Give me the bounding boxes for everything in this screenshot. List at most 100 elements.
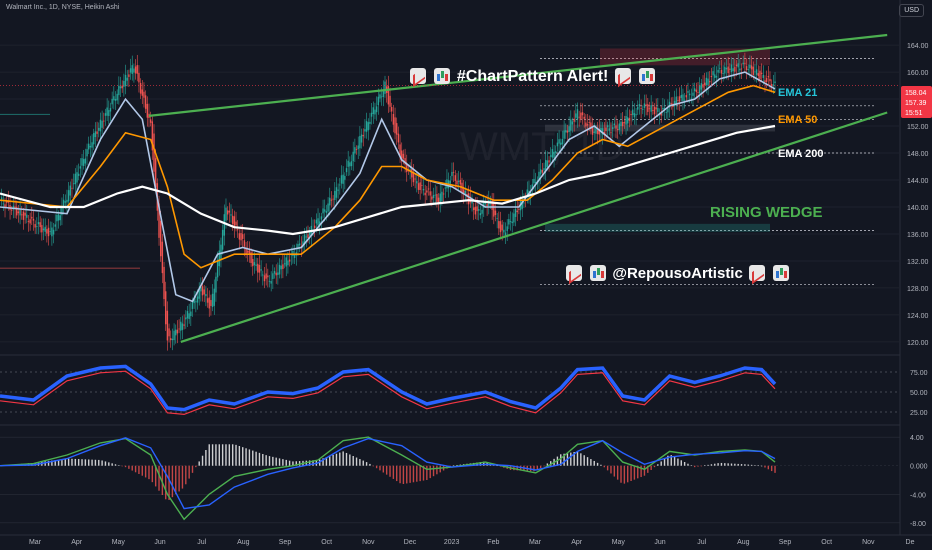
candle-body: [698, 85, 701, 94]
candle-body: [186, 311, 189, 319]
candle-body: [770, 84, 773, 88]
candle-body: [337, 189, 339, 191]
candle-body: [236, 229, 239, 231]
ema21-label: EMA 21: [778, 87, 817, 99]
candle-body: [595, 128, 597, 134]
macd-histogram-bar: [292, 461, 294, 466]
candle-body: [534, 181, 537, 184]
candle-body: [739, 68, 741, 71]
candle-body: [322, 208, 324, 214]
macd-histogram-bar: [44, 461, 46, 466]
candle-body: [596, 130, 599, 135]
macd-histogram-bar: [673, 456, 676, 466]
macd-histogram-bar: [379, 465, 381, 471]
series-ema-200: [0, 124, 776, 236]
macd-histogram-bar: [613, 465, 616, 477]
macd-histogram-bar: [633, 465, 636, 480]
candle-body: [637, 106, 639, 110]
x-tick-label: Jul: [697, 539, 706, 546]
candle-body: [116, 93, 118, 101]
macd-histogram-bar: [412, 465, 415, 483]
macd-histogram-bar: [416, 465, 418, 482]
candle-body: [673, 100, 676, 107]
candle-body: [29, 219, 31, 224]
candle-body: [714, 74, 716, 78]
macd-histogram-bar: [84, 459, 87, 466]
candle-body: [402, 153, 405, 159]
macd-histogram-bar: [339, 452, 341, 466]
candle-body: [324, 209, 326, 212]
macd-histogram-bar: [533, 465, 535, 472]
candle-body: [144, 95, 147, 109]
macd-histogram-bar: [737, 463, 739, 466]
x-tick-label: Mar: [529, 539, 542, 546]
macd-histogram-bar: [114, 464, 117, 466]
candle-body: [628, 118, 631, 121]
x-tick-label: Apr: [71, 539, 83, 546]
candle-body: [573, 118, 575, 122]
candle-body: [166, 310, 169, 341]
candle-body: [86, 149, 88, 157]
macd-histogram-bar: [242, 447, 244, 466]
candle-body: [745, 66, 748, 71]
macd-histogram-bar: [288, 460, 291, 466]
candle-body: [427, 188, 430, 190]
candle-body: [764, 80, 766, 83]
macd-histogram-bar: [298, 461, 301, 466]
candle-body: [235, 221, 237, 226]
candle-body: [575, 113, 577, 118]
candle-body: [591, 127, 594, 135]
macd-histogram-bar: [248, 449, 251, 466]
macd-histogram-bar: [98, 459, 100, 466]
macd-histogram-bar: [265, 455, 267, 466]
y-tick-label: 160.00: [907, 70, 929, 77]
candle-body: [364, 129, 366, 132]
macd-histogram-bar: [570, 452, 572, 466]
candle-body: [722, 73, 724, 74]
candle-body: [526, 189, 528, 196]
candle-body: [272, 273, 274, 280]
candle-body: [223, 214, 226, 236]
candle-body: [260, 269, 262, 271]
symbol-header[interactable]: Walmart Inc., 1D, NYSE, Heikin Ashi: [6, 4, 120, 11]
candle-body: [712, 71, 714, 76]
x-tick-label: Apr: [571, 539, 583, 546]
x-axis[interactable]: Mar Apr May Jun Jul Aug Sep Oct Nov Dec 2023 Feb Mar…: [29, 539, 915, 546]
candle-body: [387, 85, 390, 105]
candle-body: [543, 168, 545, 171]
candle-body: [538, 171, 540, 182]
candle-body: [498, 221, 500, 229]
macd-histogram-bar: [221, 444, 224, 466]
candle-body: [454, 175, 457, 181]
candle-body: [521, 199, 523, 209]
candle-body: [642, 108, 644, 110]
macd-histogram-bar: [201, 455, 204, 466]
candle-body: [578, 116, 580, 118]
candle-body: [121, 85, 123, 89]
candle-body: [677, 100, 679, 101]
candle-body: [503, 229, 505, 233]
candle-body: [228, 210, 231, 213]
candle-body: [31, 216, 33, 219]
candle-body: [46, 229, 48, 234]
macd-histogram-bar: [362, 460, 364, 466]
candle-body: [362, 135, 364, 137]
macd-histogram-bar: [580, 453, 582, 466]
candle-body: [444, 187, 446, 189]
macd-histogram-bar: [637, 465, 639, 479]
candle-body: [730, 64, 733, 73]
macd-histogram-bar: [67, 458, 70, 466]
candles: [0, 52, 776, 351]
macd-histogram-bar: [750, 464, 753, 466]
candle-body: [49, 231, 51, 233]
x-tick-label: Oct: [321, 539, 332, 546]
candle-body: [621, 121, 624, 127]
macd-histogram-bar: [231, 444, 234, 466]
candle-body: [610, 132, 612, 134]
candle-body: [287, 260, 289, 266]
candle-body: [704, 82, 706, 86]
currency-badge[interactable]: USD: [899, 4, 924, 17]
macd-histogram-bar: [707, 464, 709, 466]
candle-body: [749, 64, 751, 69]
